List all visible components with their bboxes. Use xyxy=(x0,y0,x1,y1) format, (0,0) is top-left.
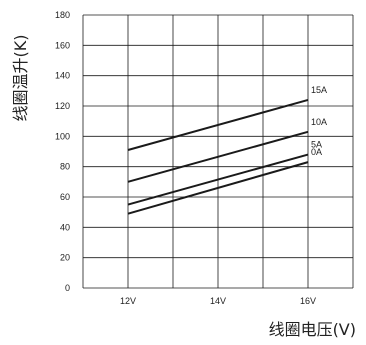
grid xyxy=(82,14,354,289)
series-line-0A xyxy=(127,161,309,215)
series-line-10A xyxy=(127,130,309,183)
y-tick-label: 160 xyxy=(55,40,70,50)
x-axis-title: 线圈电压(V) xyxy=(269,320,356,339)
series-label-0A: 0A xyxy=(311,147,322,157)
x-tick-label: 14V xyxy=(210,296,226,306)
y-tick-label: 0 xyxy=(65,283,70,293)
y-tick-label: 80 xyxy=(60,162,70,172)
y-tick-label: 120 xyxy=(55,101,70,111)
series-lines xyxy=(127,98,309,215)
y-tick-label: 40 xyxy=(60,222,70,232)
y-tick-label: 20 xyxy=(60,253,70,263)
series-line-15A xyxy=(127,98,309,151)
series-label-5A: 5A xyxy=(311,140,322,150)
x-tick-labels: 12V 14V 16V xyxy=(120,296,316,306)
series-label-10A: 10A xyxy=(311,117,327,127)
x-tick-label: 12V xyxy=(120,296,136,306)
y-tick-label: 100 xyxy=(55,131,70,141)
y-tick-label: 60 xyxy=(60,192,70,202)
y-tick-label: 180 xyxy=(55,10,70,20)
y-tick-labels: 0 20 40 60 80 100 120 140 160 180 xyxy=(55,10,70,293)
x-tick-label: 16V xyxy=(300,296,316,306)
series-label-15A: 15A xyxy=(311,85,327,95)
y-tick-label: 140 xyxy=(55,71,70,81)
series-line-5A xyxy=(127,153,309,206)
y-axis-title: 线圈温升(K) xyxy=(11,35,30,122)
